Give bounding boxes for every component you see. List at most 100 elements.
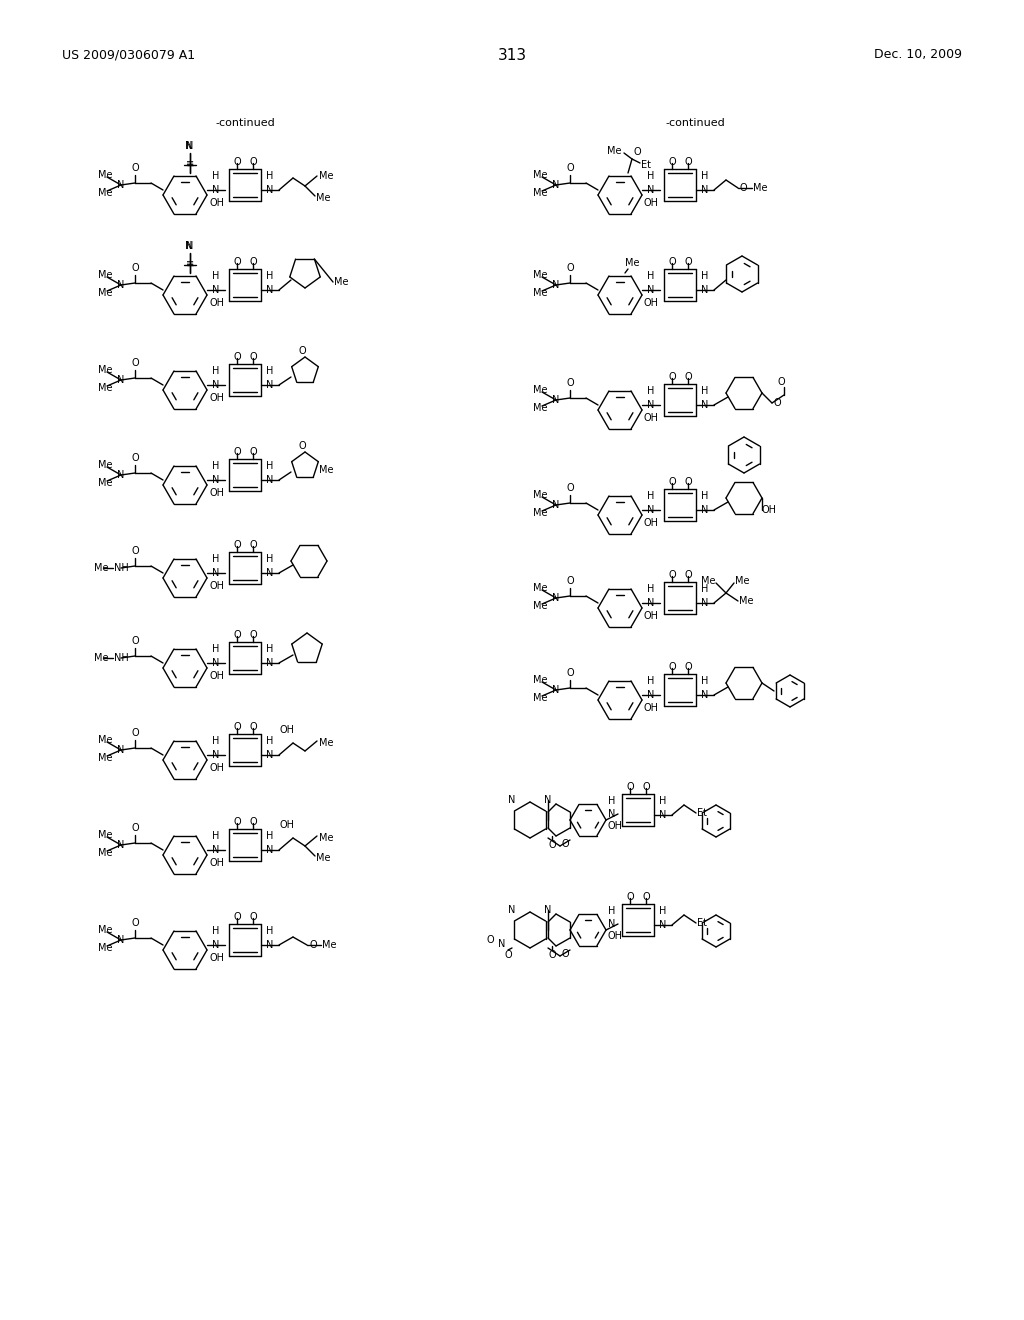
Text: N: N (118, 840, 125, 850)
Text: O: O (249, 352, 257, 362)
Text: Me: Me (319, 465, 334, 475)
Text: Me: Me (625, 257, 640, 268)
Text: Me: Me (316, 193, 331, 203)
Text: N: N (118, 744, 125, 755)
Text: O: O (233, 257, 241, 267)
Text: O: O (627, 892, 634, 902)
Text: OH: OH (644, 298, 659, 308)
Text: Me: Me (739, 597, 754, 606)
Text: O: O (233, 157, 241, 168)
Text: OH: OH (644, 413, 659, 422)
Text: US 2009/0306079 A1: US 2009/0306079 A1 (62, 48, 196, 61)
Text: N: N (118, 375, 125, 385)
Text: N: N (508, 795, 516, 805)
Text: N: N (186, 141, 194, 150)
Text: H: H (701, 271, 709, 281)
Text: N: N (266, 568, 273, 578)
Text: OH: OH (209, 581, 224, 591)
Text: N: N (659, 810, 667, 820)
Text: OH: OH (209, 393, 224, 403)
Text: H: H (266, 832, 273, 841)
Text: N: N (701, 185, 709, 195)
Text: N: N (118, 470, 125, 480)
Text: N: N (212, 940, 220, 950)
Text: NH: NH (114, 564, 128, 573)
Text: N: N (118, 180, 125, 190)
Text: H: H (659, 906, 667, 916)
Text: N: N (552, 395, 560, 405)
Text: O: O (233, 722, 241, 733)
Text: H: H (647, 172, 654, 181)
Text: H: H (701, 676, 709, 686)
Text: O: O (684, 157, 692, 168)
Text: OH: OH (644, 704, 659, 713)
Text: N: N (266, 475, 273, 484)
Text: OH: OH (280, 820, 295, 830)
Text: O: O (566, 483, 573, 492)
Text: O: O (669, 477, 676, 487)
Text: H: H (212, 644, 220, 653)
Text: O: O (249, 722, 257, 733)
Text: O: O (504, 950, 512, 960)
Text: Me: Me (94, 564, 109, 573)
Text: N: N (266, 940, 273, 950)
Text: Me: Me (532, 271, 547, 280)
Text: Me: Me (97, 366, 113, 375)
Text: N: N (701, 506, 709, 515)
Text: Me: Me (97, 752, 113, 763)
Text: Me: Me (735, 576, 750, 586)
Text: Me: Me (319, 833, 334, 843)
Text: O: O (684, 663, 692, 672)
Text: H: H (701, 583, 709, 594)
Text: Me: Me (700, 576, 715, 586)
Text: N: N (552, 180, 560, 190)
Text: O: O (249, 157, 257, 168)
Text: Me: Me (97, 847, 113, 858)
Text: O: O (669, 570, 676, 579)
Text: N: N (552, 685, 560, 696)
Text: Me: Me (97, 459, 113, 470)
Text: O: O (566, 378, 573, 388)
Text: Me: Me (319, 172, 334, 181)
Text: OH: OH (209, 953, 224, 964)
Text: H: H (212, 832, 220, 841)
Text: O: O (548, 950, 556, 960)
Text: N: N (701, 598, 709, 609)
Text: OH: OH (209, 763, 224, 774)
Text: OH: OH (280, 725, 295, 735)
Text: N: N (185, 141, 193, 150)
Text: OH: OH (209, 198, 224, 209)
Text: Me: Me (607, 147, 622, 156)
Text: N: N (118, 280, 125, 290)
Text: O: O (684, 570, 692, 579)
Text: Me: Me (532, 385, 547, 395)
Text: Me: Me (97, 187, 113, 198)
Text: Me: Me (94, 653, 109, 663)
Text: Me: Me (97, 925, 113, 935)
Text: N: N (212, 568, 220, 578)
Text: Me: Me (753, 183, 768, 193)
Text: N: N (266, 845, 273, 855)
Text: O: O (249, 257, 257, 267)
Text: H: H (212, 461, 220, 471)
Text: -continued: -continued (666, 117, 725, 128)
Text: O: O (634, 147, 642, 157)
Text: OH: OH (209, 298, 224, 308)
Text: OH: OH (209, 671, 224, 681)
Text: H: H (266, 461, 273, 471)
Text: Me: Me (97, 383, 113, 393)
Text: H: H (701, 385, 709, 396)
Text: O: O (131, 822, 139, 833)
Text: N: N (212, 185, 220, 195)
Text: H: H (608, 796, 615, 807)
Text: N: N (212, 285, 220, 294)
Text: Me: Me (97, 170, 113, 180)
Text: O: O (298, 346, 306, 356)
Text: ≡: ≡ (186, 257, 195, 268)
Text: H: H (212, 737, 220, 746)
Text: H: H (266, 366, 273, 376)
Text: H: H (212, 927, 220, 936)
Text: O: O (684, 477, 692, 487)
Text: N: N (545, 795, 552, 805)
Text: O: O (642, 892, 650, 902)
